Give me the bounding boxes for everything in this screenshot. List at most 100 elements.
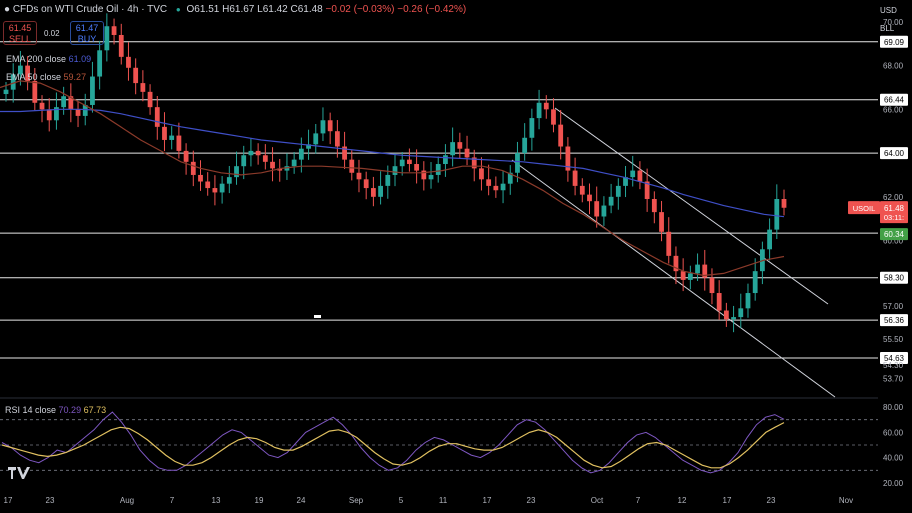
ema-tag [880, 228, 908, 241]
candle-body [464, 148, 470, 158]
candle-body [407, 159, 412, 165]
level-tag-label: 58.30 [884, 274, 905, 283]
candle-body [659, 212, 664, 232]
candle-body [370, 188, 376, 197]
level-tag-label: 66.44 [884, 96, 905, 105]
candle-body [767, 229, 772, 250]
candle-body [551, 109, 556, 125]
sell-label: SELL [8, 34, 32, 44]
candle-body [601, 205, 607, 217]
price-tick-label: 57.00 [883, 302, 904, 311]
rsi-ma-line [1, 422, 785, 469]
level-tag-label: 56.36 [884, 316, 905, 325]
change-values: −0.02 (−0.03%) −0.26 (−0.42%) [325, 4, 467, 15]
candle-body [46, 109, 52, 121]
candle-body [205, 181, 211, 189]
candle-body [82, 104, 88, 116]
spread-value: 0.02 [44, 29, 60, 38]
unit-label[interactable]: BLL [880, 24, 895, 33]
price-tag [880, 201, 908, 224]
candle-body [565, 146, 571, 171]
candle-body [291, 159, 297, 167]
level-tag-label: 54.63 [884, 354, 905, 363]
candle-body [140, 83, 146, 92]
candle-body [75, 109, 81, 116]
ema200-legend[interactable]: EMA 200 close 61.09 [6, 54, 91, 64]
candle-body [392, 166, 398, 175]
time-tick-label: 17 [483, 496, 492, 505]
symbol-tag [848, 201, 880, 215]
ema200-value: 61.09 [68, 54, 92, 64]
ohlc-values: O61.51 H61.67 L61.42 C61.48 [186, 4, 326, 15]
rsi-axis: 80.00 60.00 40.00 20.00 [883, 403, 904, 488]
time-tick-label: Sep [349, 496, 364, 505]
candle-body [298, 148, 304, 160]
trend-channel[interactable] [511, 107, 836, 398]
candle-body [731, 317, 736, 320]
level-tag-label: 64.00 [884, 149, 905, 158]
price-tick-label: 60.00 [883, 237, 904, 246]
candle-body [190, 161, 196, 175]
currency-label[interactable]: USD [880, 6, 897, 15]
candle-body [500, 183, 506, 191]
ema50-value: 59.27 [63, 72, 87, 82]
candle-body [378, 185, 383, 197]
symbol-title[interactable]: CFDs on WTI Crude Oil · 4h · TVC [12, 4, 168, 15]
rsi-tick-label: 20.00 [883, 479, 904, 488]
candle-body [162, 126, 167, 140]
time-tick-label: 23 [767, 496, 776, 505]
channel-upper-line[interactable] [554, 107, 829, 305]
candle-body [457, 142, 463, 149]
time-tick-label: Aug [120, 496, 134, 505]
candle-body [716, 293, 722, 311]
candle-body [774, 199, 780, 230]
candle-body [385, 174, 391, 186]
buy-button[interactable]: 61.47 BUY [70, 21, 104, 45]
price-tick-label: 62.00 [883, 193, 904, 202]
candle-body [226, 177, 232, 184]
candle-body [515, 153, 520, 173]
candle-body [414, 164, 420, 171]
tradingview-logo-icon [8, 467, 30, 479]
candle-body [572, 170, 578, 186]
rsi-legend[interactable]: RSI 14 close 70.29 67.73 [5, 405, 106, 415]
candle-body [644, 181, 650, 199]
price-tick-label: 53.70 [883, 374, 904, 383]
rsi-label: RSI 14 close [5, 405, 57, 415]
candle-body [752, 271, 758, 294]
candle-body [349, 159, 355, 173]
level-tag [880, 314, 908, 327]
countdown-label: 03:11: [884, 213, 904, 222]
level-tag [880, 147, 908, 160]
candle-body [147, 91, 153, 108]
candle-body [154, 107, 160, 127]
time-tick-label: 5 [399, 496, 404, 505]
time-axis[interactable]: 17 23 Aug 7 13 19 24 Sep 5 11 17 23 Oct 7 12 17 23 Nov [4, 496, 854, 505]
candle-body [745, 293, 751, 309]
candle-body [198, 174, 203, 182]
candle-body [176, 135, 182, 151]
candle-body [594, 201, 600, 217]
drop-icon: ● [4, 4, 11, 15]
cursor-marker [314, 315, 321, 318]
rsi-bands [0, 419, 878, 471]
candle-body [471, 157, 477, 169]
level-tag [880, 35, 908, 48]
channel-lower-line[interactable] [511, 159, 836, 398]
candle-body [695, 264, 700, 274]
price-axis[interactable]: 69.09 66.44 64.00 58.30 56.36 54.63 70.00 68.00… [848, 18, 908, 383]
candle-body [356, 172, 362, 180]
candle-body [104, 26, 110, 51]
horizontal-levels[interactable] [0, 41, 878, 359]
candle-body [277, 168, 283, 171]
sell-button[interactable]: 61.45 SELL [3, 21, 37, 45]
ema50-legend[interactable]: EMA 50 close 59.27 [6, 72, 86, 82]
candle-body [3, 89, 9, 95]
time-tick-label: 17 [4, 496, 13, 505]
price-tag-label: 61.48 [884, 204, 905, 213]
candle-body [608, 196, 614, 206]
candle-body [450, 142, 456, 156]
candle-body [126, 56, 131, 68]
chart-header: ● CFDs on WTI Crude Oil · 4h · TVC ● O61… [4, 4, 466, 15]
